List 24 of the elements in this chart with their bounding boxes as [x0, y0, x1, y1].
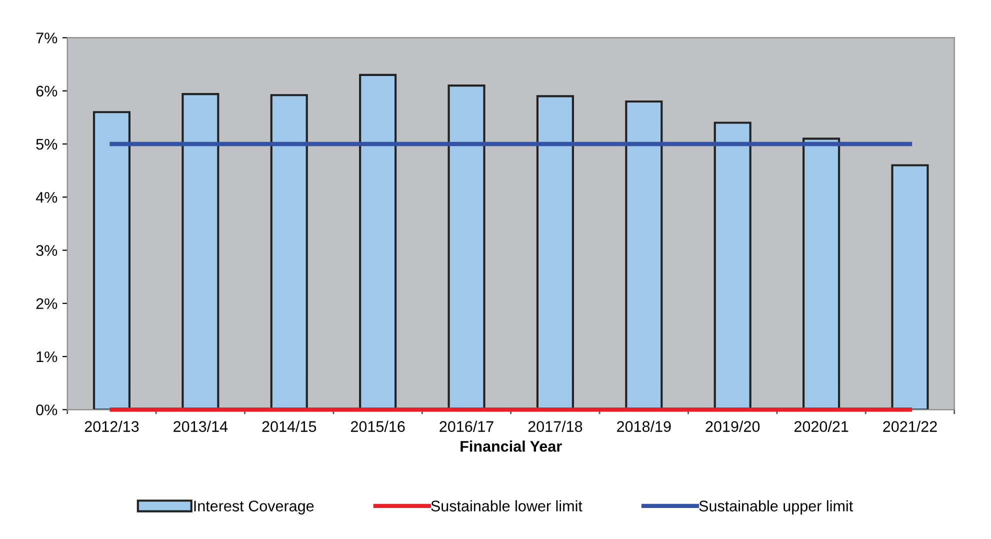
x-tick-label: 2013/14 — [174, 420, 228, 432]
x-tick-label: 2014/15 — [262, 420, 316, 432]
legend-label: Sustainable upper limit — [699, 500, 853, 514]
x-tick-label: 2018/19 — [617, 420, 671, 432]
y-tick-label: 7% — [36, 32, 58, 44]
x-tick-label: 2019/20 — [706, 420, 760, 432]
bar — [92, 111, 131, 410]
y-tick-label: 5% — [36, 138, 58, 150]
x-axis-title: Financial Year — [460, 440, 562, 452]
bar — [891, 164, 929, 410]
y-tick-label: 2% — [36, 298, 58, 310]
y-tick-label: 1% — [36, 351, 58, 362]
y-tick-label: 0% — [36, 404, 58, 416]
x-tick-label: 2020/21 — [794, 420, 848, 432]
legend-label: Interest Coverage — [194, 500, 314, 514]
x-tick-label: 2021/22 — [883, 420, 937, 432]
y-tick-label: 6% — [36, 86, 58, 97]
y-tick-label: 3% — [36, 245, 58, 256]
x-tick-label: 2017/18 — [528, 420, 582, 432]
legend-label: Sustainable lower limit — [431, 500, 582, 512]
y-tick-label: 4% — [36, 192, 58, 203]
x-tick-label: 2012/13 — [84, 420, 139, 432]
x-tick-label: 2015/16 — [350, 420, 405, 432]
x-tick-label: 2016/17 — [440, 420, 494, 432]
